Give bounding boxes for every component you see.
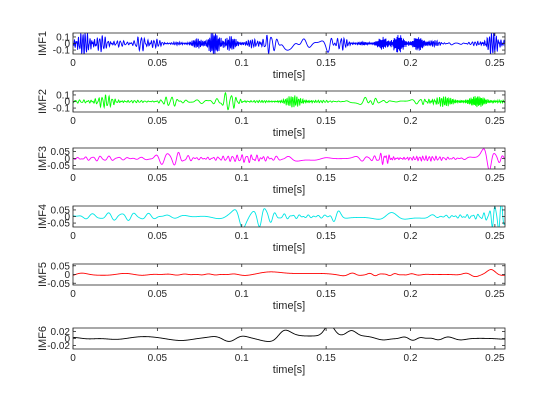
imf1-series-line bbox=[73, 33, 505, 54]
x-tick-label: 0.1 bbox=[235, 289, 249, 300]
x-tick-label: 0.1 bbox=[235, 58, 249, 69]
x-tick-label: 0.2 bbox=[404, 231, 418, 242]
x-axis-label: time[s] bbox=[273, 364, 305, 376]
y-tick-label: 0.05 bbox=[51, 205, 71, 216]
axes-box bbox=[72, 147, 506, 170]
y-tick-label: -0.05 bbox=[47, 279, 70, 290]
y-axis-label: IMF2 bbox=[37, 89, 49, 114]
y-axis-label: IMF5 bbox=[37, 262, 49, 287]
x-axis-label: time[s] bbox=[273, 127, 305, 139]
x-tick-label: 0.2 bbox=[404, 116, 418, 127]
x-tick-label: 0.25 bbox=[485, 173, 505, 184]
x-tick-label: 0 bbox=[70, 289, 76, 300]
y-tick-label: -0.05 bbox=[47, 219, 70, 230]
x-axis-label: time[s] bbox=[273, 69, 305, 81]
x-tick-label: 0.05 bbox=[148, 116, 168, 127]
x-tick-label: 0.15 bbox=[316, 58, 336, 69]
x-tick-label: 0.25 bbox=[485, 116, 505, 127]
x-axis-label: time[s] bbox=[273, 242, 305, 254]
y-tick-label: 0 bbox=[64, 334, 70, 345]
imf2-series-line bbox=[73, 91, 505, 111]
x-tick-label: 0.05 bbox=[148, 289, 168, 300]
y-tick-label: -0.1 bbox=[53, 46, 71, 57]
x-tick-label: 0.05 bbox=[148, 173, 168, 184]
x-tick-label: 0.05 bbox=[148, 231, 168, 242]
y-tick-label: 0 bbox=[64, 212, 70, 223]
x-tick-label: 0.1 bbox=[235, 353, 249, 364]
x-tick-label: 0.2 bbox=[404, 289, 418, 300]
y-tick-label: 0.1 bbox=[56, 32, 70, 43]
x-tick-label: 0.15 bbox=[316, 231, 336, 242]
y-tick-label: 0.05 bbox=[51, 147, 71, 158]
imf4-series-line bbox=[73, 206, 505, 227]
x-axis-label: time[s] bbox=[273, 300, 305, 312]
y-tick-label: -0.02 bbox=[47, 341, 70, 352]
y-tick-label: 0.1 bbox=[56, 90, 70, 101]
x-tick-label: 0.1 bbox=[235, 116, 249, 127]
x-tick-label: 0.25 bbox=[485, 289, 505, 300]
y-axis-label: IMF6 bbox=[37, 326, 49, 351]
x-tick-label: 0.25 bbox=[485, 353, 505, 364]
y-tick-label: 0.05 bbox=[51, 261, 71, 272]
x-tick-label: 0.15 bbox=[316, 116, 336, 127]
x-tick-label: 0.05 bbox=[148, 58, 168, 69]
x-tick-label: 0 bbox=[70, 58, 76, 69]
imf5-series-line bbox=[73, 269, 505, 278]
x-tick-label: 0.15 bbox=[316, 173, 336, 184]
y-axis-label: IMF3 bbox=[37, 146, 49, 171]
x-tick-label: 0.25 bbox=[485, 58, 505, 69]
y-tick-label: 0 bbox=[64, 39, 70, 50]
y-tick-label: -0.1 bbox=[53, 104, 71, 115]
x-tick-label: 0.15 bbox=[316, 289, 336, 300]
x-tick-label: 0.15 bbox=[316, 353, 336, 364]
x-tick-label: 0.1 bbox=[235, 173, 249, 184]
x-tick-label: 0.2 bbox=[404, 173, 418, 184]
y-tick-label: -0.05 bbox=[47, 161, 70, 172]
imf3-series-line bbox=[73, 148, 505, 169]
imf6-series-line bbox=[73, 328, 505, 342]
y-tick-label: 0.02 bbox=[51, 327, 71, 338]
y-axis-label: IMF1 bbox=[37, 31, 49, 56]
x-tick-label: 0 bbox=[70, 353, 76, 364]
x-tick-label: 0.1 bbox=[235, 231, 249, 242]
x-tick-label: 0 bbox=[70, 116, 76, 127]
x-tick-label: 0 bbox=[70, 231, 76, 242]
x-tick-label: 0.05 bbox=[148, 353, 168, 364]
x-axis-label: time[s] bbox=[273, 184, 305, 196]
y-tick-label: 0 bbox=[64, 154, 70, 165]
x-tick-label: 0.25 bbox=[485, 231, 505, 242]
y-tick-label: 0 bbox=[64, 270, 70, 281]
y-axis-label: IMF4 bbox=[37, 204, 49, 229]
x-tick-label: 0 bbox=[70, 173, 76, 184]
x-tick-label: 0.2 bbox=[404, 58, 418, 69]
y-tick-label: 0 bbox=[64, 97, 70, 108]
x-tick-label: 0.2 bbox=[404, 353, 418, 364]
